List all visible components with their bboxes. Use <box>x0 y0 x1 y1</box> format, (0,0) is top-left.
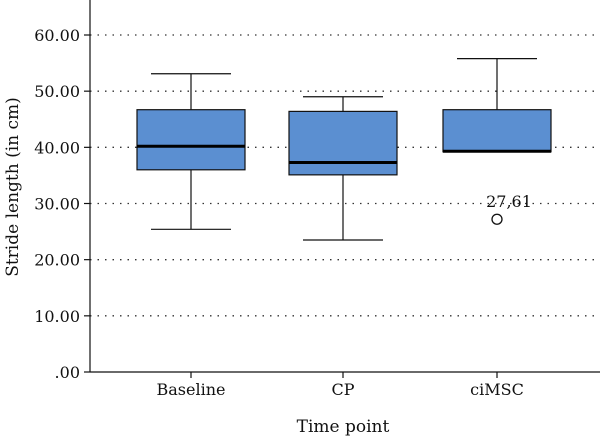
y-tick-label: .00 <box>55 363 80 382</box>
box-cp <box>288 96 398 241</box>
x-tick-labels: Baseline CP ciMSC <box>157 380 524 399</box>
x-tick-label: CP <box>331 380 354 399</box>
x-tick-label: Baseline <box>157 380 226 399</box>
y-tick-label: 30.00 <box>34 195 80 214</box>
iqr-box <box>288 110 398 176</box>
y-tick-label: 40.00 <box>34 138 80 157</box>
outlier-point <box>491 213 503 225</box>
box-cimsc: 27,61 <box>442 57 552 225</box>
iqr-box <box>442 109 552 153</box>
boxes-layer: 27,61 <box>136 57 552 241</box>
y-tick-labels: .00 10.00 20.00 30.00 40.00 50.00 60.00 <box>34 26 80 382</box>
x-tick-label: ciMSC <box>470 380 524 399</box>
y-tick-label: 60.00 <box>34 26 80 45</box>
y-tick-label: 20.00 <box>34 251 80 270</box>
y-tick-label: 10.00 <box>34 307 80 326</box>
iqr-box <box>136 109 246 171</box>
axes-layer <box>84 0 600 378</box>
y-axis-label: Stride length (in cm) <box>3 97 23 277</box>
outlier-label: 27,61 <box>486 192 532 211</box>
y-tick-label: 50.00 <box>34 82 80 101</box>
box-baseline <box>136 73 246 230</box>
x-axis-label: Time point <box>297 417 390 437</box>
